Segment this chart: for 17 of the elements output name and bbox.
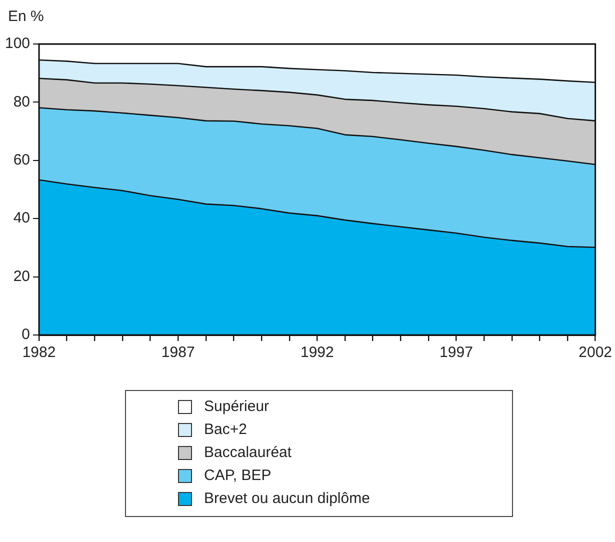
legend-label: Supérieur: [204, 398, 270, 415]
x-tick-label: 1982: [22, 344, 56, 362]
x-tick-label: 2002: [578, 344, 612, 362]
legend-label: CAP, BEP: [204, 467, 272, 484]
y-tick-label: 60: [13, 152, 30, 169]
y-axis-title: En %: [8, 8, 44, 25]
legend-label: Baccalauréat: [204, 444, 292, 461]
legend-label: Bac+2: [204, 421, 247, 438]
x-tick-label: 1997: [440, 344, 473, 362]
y-tick-label: 80: [13, 93, 30, 110]
x-tick-label: 1992: [300, 344, 334, 362]
y-tick-label: 0: [22, 326, 30, 344]
legend-label: Brevet ou aucun diplôme: [204, 490, 370, 507]
y-tick-label: 100: [4, 35, 30, 52]
y-tick-label: 40: [13, 210, 30, 227]
y-tick-label: 20: [13, 268, 30, 285]
x-tick-label: 1987: [161, 344, 195, 362]
